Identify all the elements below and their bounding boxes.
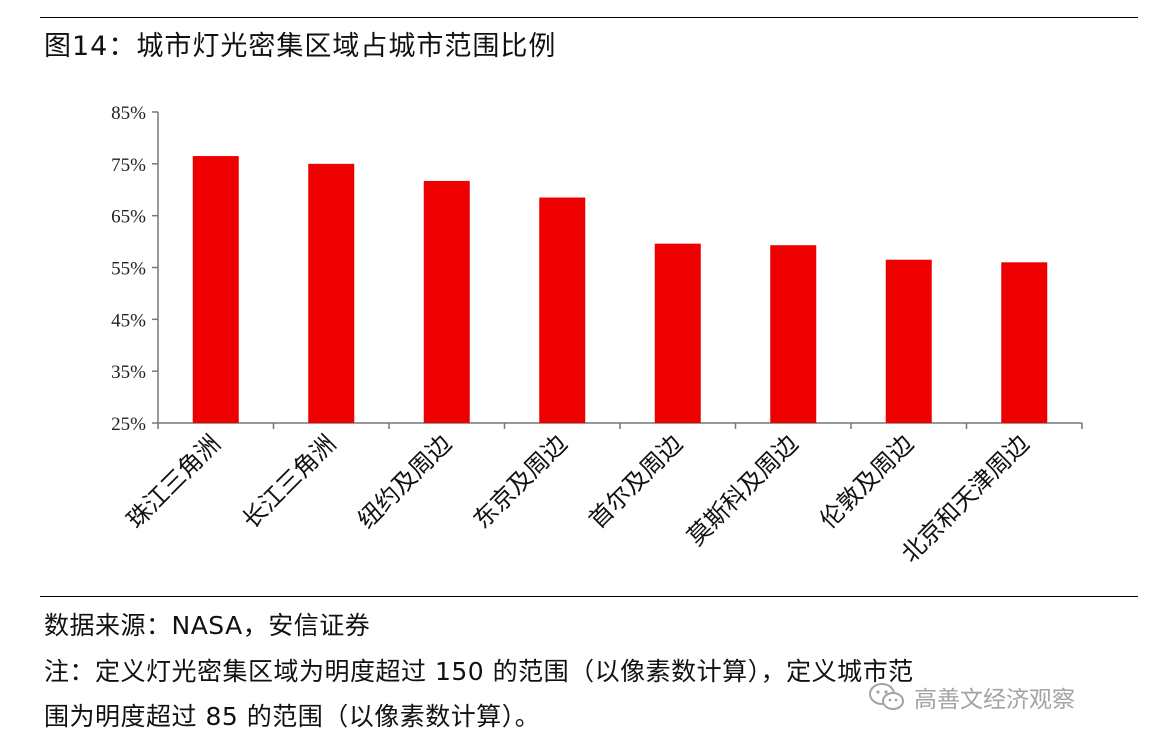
y-tick-label: 55% (111, 259, 146, 280)
bar-5 (654, 243, 701, 423)
y-tick-label: 65% (111, 207, 146, 228)
bar-2 (308, 163, 355, 424)
bar-3 (423, 180, 470, 423)
y-tick-labels: 25% 35% 45% 55% 65% 75% 85% (111, 103, 146, 435)
bar-4 (539, 197, 586, 423)
y-tick-label: 85% (111, 103, 146, 124)
x-tick-label: 长江三角洲 (237, 429, 342, 534)
x-tick-label: 珠江三角洲 (121, 429, 226, 534)
chart-title: 图14：城市灯光密集区域占城市范围比例 (44, 31, 557, 62)
definition-note-line2: 围为明度超过 85 的范围（以像素数计算）。 (44, 702, 541, 731)
x-tick-label: 首尔及周边 (583, 429, 688, 534)
chart-bars (192, 156, 1048, 424)
bar-8 (1001, 262, 1048, 423)
bar-1 (192, 156, 239, 423)
x-tick-label: 东京及周边 (468, 429, 573, 534)
bar-chart: 25% 35% 45% 55% 65% 75% 85% 珠江三角洲 长江三角洲 纽约及周边 东京及… (111, 103, 1083, 568)
y-tick-label: 75% (111, 155, 146, 176)
x-tick-label: 伦敦及周边 (814, 429, 919, 534)
watermark-text: 高善文经济观察 (914, 687, 1075, 713)
y-tick-label: 25% (111, 414, 146, 435)
chart-axes (152, 111, 1083, 429)
bottom-rule (40, 596, 1138, 597)
wechat-icon (869, 683, 904, 710)
x-tick-label: 莫斯科及周边 (682, 429, 804, 551)
top-rule (40, 17, 1138, 18)
definition-note-line1: 注：定义灯光密集区域为明度超过 150 的范围（以像素数计算），定义城市范 (44, 657, 914, 686)
y-tick-label: 45% (111, 310, 146, 331)
x-tick-label: 纽约及周边 (352, 429, 457, 534)
watermark: 高善文经济观察 (868, 680, 1075, 714)
source-note: 数据来源：NASA，安信证券 (44, 611, 371, 640)
bar-6 (770, 245, 817, 423)
bar-7 (885, 259, 932, 423)
y-tick-label: 35% (111, 362, 146, 383)
